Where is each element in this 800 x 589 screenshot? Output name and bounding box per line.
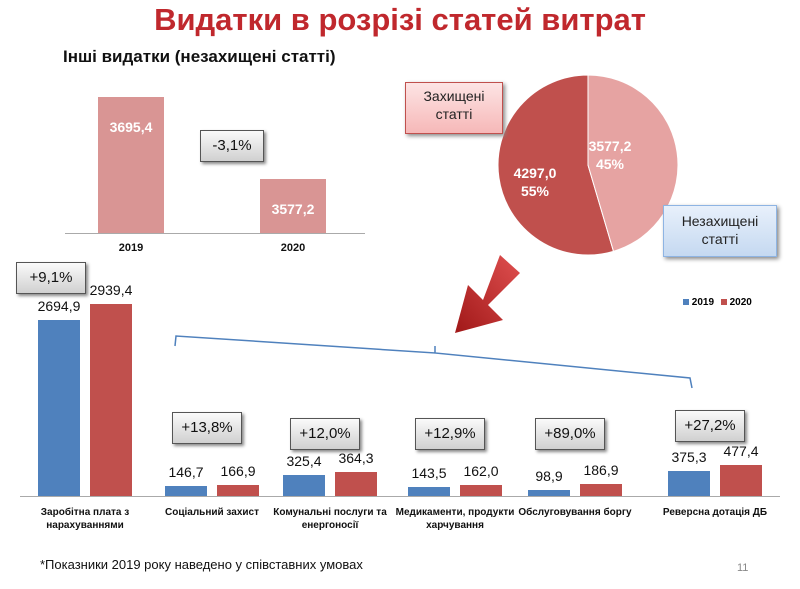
change-box: +12,9% bbox=[415, 418, 485, 450]
bar-value-label: 2694,9 bbox=[37, 297, 81, 314]
footnote: *Показники 2019 року наведено у співстав… bbox=[40, 557, 363, 572]
top-bar-2020 bbox=[260, 179, 326, 233]
bar-2020 bbox=[90, 304, 132, 496]
pie-label-unprotected-percent: 45% bbox=[595, 156, 625, 172]
legend-swatch-2019 bbox=[683, 299, 689, 305]
change-box: +12,0% bbox=[290, 418, 360, 450]
legend: 2019 2020 bbox=[683, 297, 752, 308]
bar-2020 bbox=[720, 464, 762, 496]
pie-slice-unprotected bbox=[587, 74, 679, 252]
pie-label-protected-value: 4297,0 bbox=[513, 165, 557, 181]
callout-protected: Захищені статті bbox=[405, 82, 503, 134]
top-change-box: -3,1% bbox=[200, 130, 264, 162]
bar-value-label: 375,3 bbox=[671, 449, 707, 466]
bar-2019 bbox=[668, 471, 710, 496]
category-label: Заробітна плата з нарахуваннями bbox=[40, 507, 130, 531]
bar-value-label: 143,5 bbox=[411, 464, 447, 481]
legend-label-2020: 2020 bbox=[729, 297, 752, 308]
bottom-axis-line bbox=[20, 496, 780, 497]
pie-label-unprotected-value: 3577,2 bbox=[588, 138, 632, 154]
top-bar-2019 bbox=[98, 97, 164, 233]
pie-label-protected-percent: 55% bbox=[520, 183, 550, 199]
slide-title: Видатки в розрізі статей витрат bbox=[154, 2, 646, 37]
bar-2019 bbox=[283, 474, 325, 496]
category-label: Реверсна дотація ДБ bbox=[662, 507, 768, 518]
change-box: +13,8% bbox=[172, 412, 242, 444]
bar-2019 bbox=[528, 489, 570, 496]
bar-2020 bbox=[580, 483, 622, 496]
subtitle: Інші видатки (незахищені статті) bbox=[63, 47, 336, 66]
bar-value-label: 98,9 bbox=[535, 467, 563, 484]
bar-value-label: 325,4 bbox=[286, 452, 322, 469]
pie-slice-protected bbox=[497, 74, 615, 256]
page-number: 11 bbox=[737, 562, 749, 574]
category-label: Медикаменти, продукти харчування bbox=[395, 507, 515, 531]
bar-2020 bbox=[460, 485, 502, 496]
top-bar-value: 3577,2 bbox=[271, 201, 315, 218]
category-label: Комунальні послуги та енергоносії bbox=[273, 507, 387, 531]
bar-value-label: 146,7 bbox=[168, 464, 204, 481]
top-bar-value: 3695,4 bbox=[109, 119, 153, 135]
category-label: Обслуговування боргу bbox=[518, 507, 632, 518]
arrow-icon bbox=[455, 255, 520, 333]
top-category-label: 2019 bbox=[118, 242, 144, 254]
bar-value-label: 166,9 bbox=[220, 463, 256, 480]
bar-value-label: 162,0 bbox=[463, 463, 499, 480]
bracket bbox=[174, 335, 693, 389]
callout-unprotected: Незахищені статті bbox=[663, 205, 777, 257]
category-label: Соціальний захист bbox=[165, 507, 259, 518]
bar-2019 bbox=[408, 486, 450, 496]
bar-value-label: 2939,4 bbox=[89, 282, 133, 298]
legend-label-2019: 2019 bbox=[691, 297, 715, 308]
top-axis-line bbox=[65, 233, 365, 234]
bar-2019 bbox=[38, 319, 80, 496]
top-category-label: 2020 bbox=[280, 242, 306, 254]
change-box: +89,0% bbox=[535, 418, 605, 450]
bar-value-label: 186,9 bbox=[583, 461, 619, 478]
bar-value-label: 477,4 bbox=[723, 442, 759, 459]
legend-swatch-2020 bbox=[720, 299, 727, 305]
bar-2019 bbox=[165, 486, 207, 496]
bar-value-label: 364,3 bbox=[338, 450, 374, 467]
bar-2020 bbox=[335, 472, 377, 496]
change-box: +27,2% bbox=[675, 410, 745, 442]
change-box: +9,1% bbox=[16, 262, 86, 294]
bar-2020 bbox=[217, 485, 259, 496]
